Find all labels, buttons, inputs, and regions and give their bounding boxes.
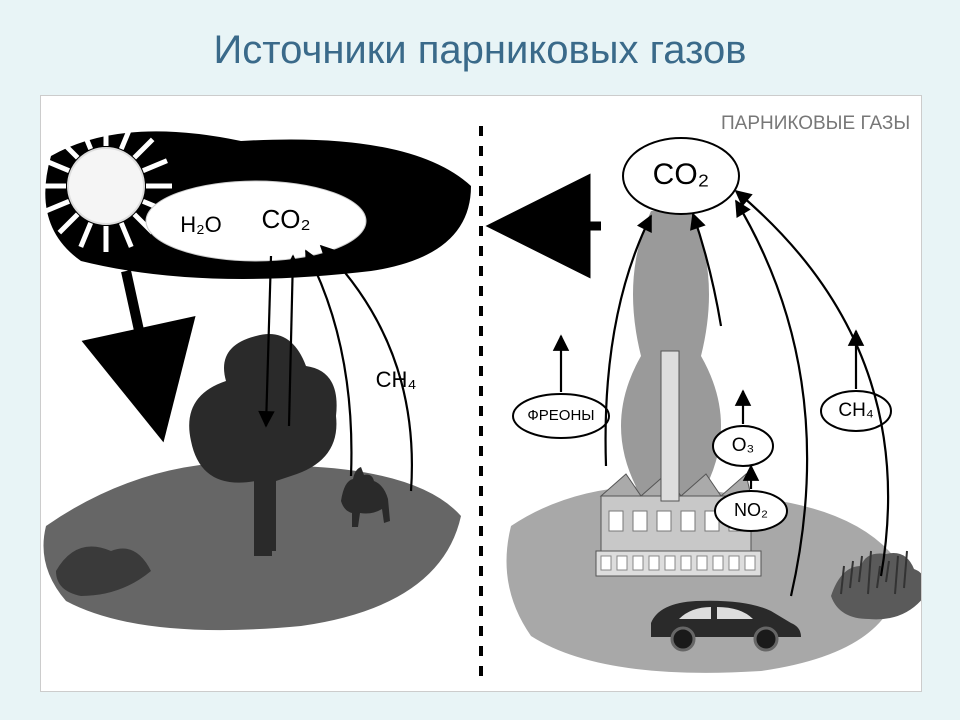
page: Источники парниковых газов ПАРНИКОВЫЕ ГА… <box>0 0 960 720</box>
svg-text:CH₄: CH₄ <box>376 367 417 392</box>
svg-text:H₂O: H₂O <box>180 212 222 237</box>
svg-text:CO₂: CO₂ <box>261 204 310 234</box>
svg-text:CO₂: CO₂ <box>653 158 710 191</box>
page-title: Источники парниковых газов <box>0 28 960 73</box>
svg-text:ФРЕОНЫ: ФРЕОНЫ <box>527 407 594 424</box>
svg-text:CH₄: CH₄ <box>838 400 873 421</box>
diagram-svg: ПАРНИКОВЫЕ ГАЗЫ H₂O CO₂ CH₄ CO₂ ФРЕОНЫ O₃ NO₂ CH… <box>41 96 921 691</box>
svg-text:NO₂: NO₂ <box>734 500 768 520</box>
diagram-panel: ПАРНИКОВЫЕ ГАЗЫ H₂O CO₂ CH₄ CO₂ ФРЕОНЫ O₃ NO₂ CH… <box>40 95 922 692</box>
svg-text:O₃: O₃ <box>732 435 755 456</box>
svg-text:ПАРНИКОВЫЕ ГАЗЫ: ПАРНИКОВЫЕ ГАЗЫ <box>721 113 910 134</box>
